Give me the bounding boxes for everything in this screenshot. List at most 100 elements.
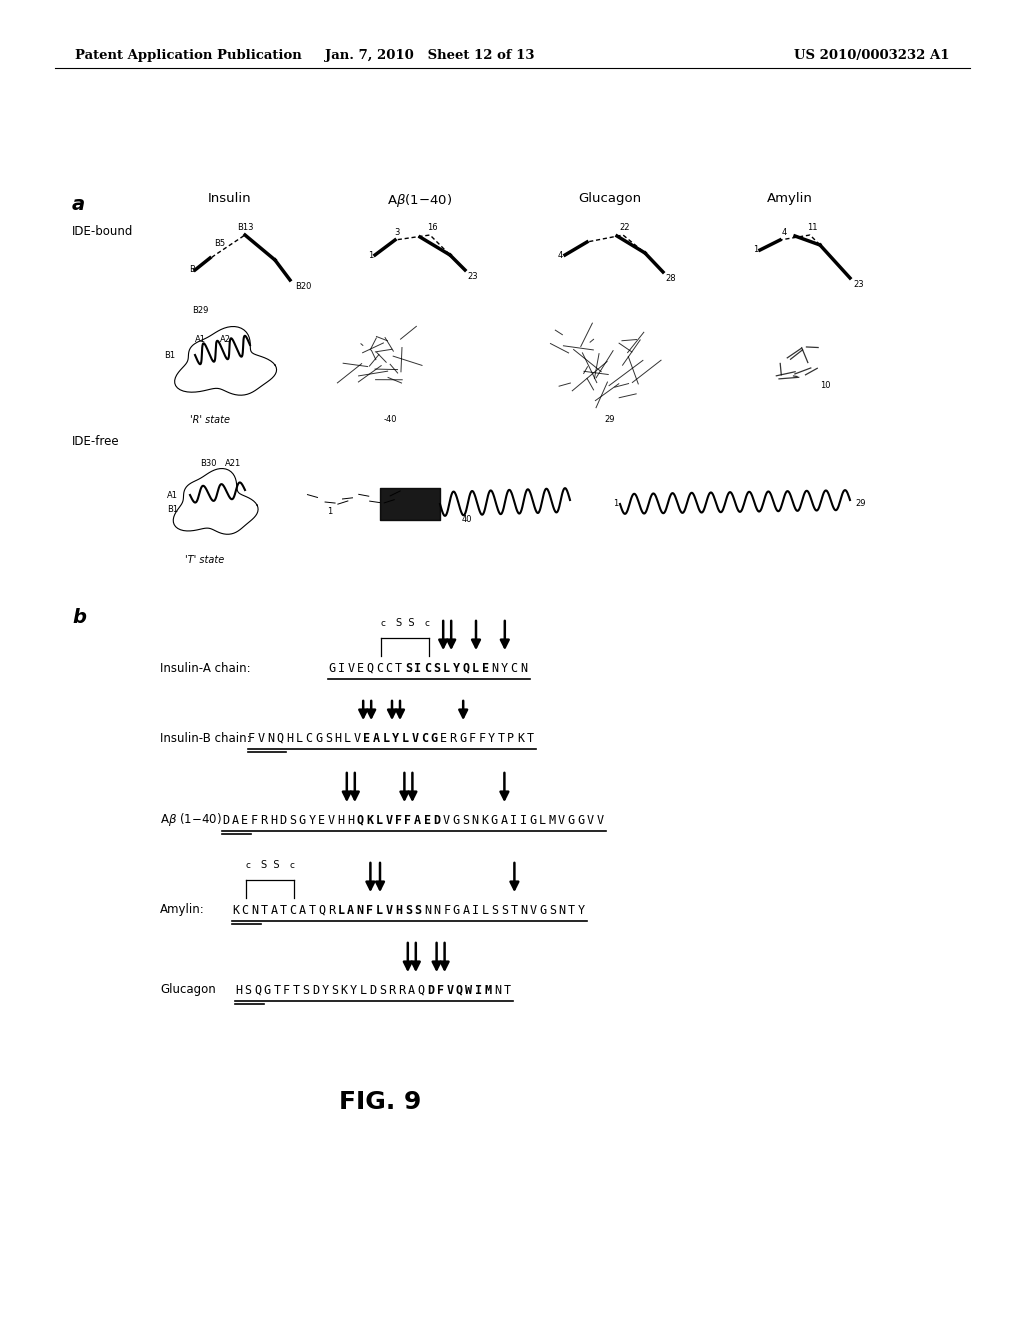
- Text: US 2010/0003232 A1: US 2010/0003232 A1: [795, 49, 950, 62]
- Text: W: W: [465, 983, 472, 997]
- Text: R: R: [260, 813, 267, 826]
- Text: IDE-free: IDE-free: [72, 436, 120, 447]
- Text: Y: Y: [578, 903, 585, 916]
- Text: I: I: [472, 903, 479, 916]
- Text: Y: Y: [350, 983, 357, 997]
- Text: A: A: [270, 903, 278, 916]
- Text: S: S: [245, 983, 252, 997]
- Text: C: C: [386, 661, 393, 675]
- Text: F: F: [251, 813, 258, 826]
- Text: T: T: [261, 903, 268, 916]
- Text: C: C: [424, 661, 431, 675]
- Text: V: V: [328, 813, 335, 826]
- Text: Jan. 7, 2010   Sheet 12 of 13: Jan. 7, 2010 Sheet 12 of 13: [326, 49, 535, 62]
- Text: V: V: [558, 813, 565, 826]
- Text: A: A: [373, 731, 380, 744]
- Text: 29: 29: [855, 499, 865, 508]
- Text: M: M: [484, 983, 492, 997]
- Text: S  S: S S: [261, 861, 280, 870]
- Text: c: c: [246, 861, 251, 870]
- Text: D: D: [370, 983, 377, 997]
- Text: K: K: [366, 813, 373, 826]
- Text: Y: Y: [308, 813, 315, 826]
- Text: 29: 29: [605, 414, 615, 424]
- Text: Insulin: Insulin: [208, 191, 252, 205]
- Text: T: T: [510, 903, 517, 916]
- Text: c: c: [290, 861, 295, 870]
- Text: 16: 16: [427, 223, 437, 232]
- Text: T: T: [504, 983, 511, 997]
- Text: T: T: [568, 903, 575, 916]
- Text: V: V: [353, 731, 360, 744]
- Text: L: L: [401, 731, 409, 744]
- Text: L: L: [472, 661, 479, 675]
- Text: c: c: [380, 619, 385, 628]
- Text: N: N: [267, 731, 274, 744]
- Text: H: H: [347, 813, 354, 826]
- Text: A$\beta$(1−40): A$\beta$(1−40): [387, 191, 453, 209]
- Text: S: S: [379, 983, 386, 997]
- Text: E: E: [318, 813, 326, 826]
- Text: C: C: [305, 731, 312, 744]
- Text: N: N: [520, 661, 527, 675]
- Text: T: T: [273, 983, 281, 997]
- Text: S: S: [404, 903, 412, 916]
- Text: Y: Y: [322, 983, 329, 997]
- Text: R: R: [328, 903, 335, 916]
- Text: B: B: [189, 265, 195, 275]
- Text: b: b: [72, 609, 86, 627]
- Text: A$\beta$ (1−40): A$\beta$ (1−40): [160, 812, 222, 829]
- Text: S: S: [331, 983, 338, 997]
- Text: D: D: [280, 813, 287, 826]
- Text: I: I: [338, 661, 345, 675]
- Text: A: A: [501, 813, 508, 826]
- Text: D: D: [433, 813, 440, 826]
- Text: Q: Q: [356, 813, 364, 826]
- Text: H: H: [287, 731, 294, 744]
- Text: I: I: [519, 813, 526, 826]
- Text: c: c: [424, 619, 429, 628]
- Text: K: K: [481, 813, 488, 826]
- Text: a: a: [72, 195, 85, 214]
- Text: N: N: [424, 903, 431, 916]
- Text: 1: 1: [368, 251, 373, 260]
- Text: V: V: [386, 903, 393, 916]
- Text: S: S: [415, 903, 422, 916]
- Text: IDE-bound: IDE-bound: [72, 224, 133, 238]
- Text: G: G: [529, 813, 537, 826]
- Text: 22: 22: [620, 223, 630, 232]
- Text: 23: 23: [853, 280, 863, 289]
- Text: S: S: [325, 731, 332, 744]
- Text: 4: 4: [781, 228, 786, 238]
- Text: Q: Q: [318, 903, 326, 916]
- Text: V: V: [446, 983, 454, 997]
- Text: R: R: [388, 983, 395, 997]
- Text: G: G: [430, 731, 437, 744]
- Text: N: N: [492, 661, 499, 675]
- Text: S: S: [549, 903, 556, 916]
- Text: K: K: [341, 983, 348, 997]
- Text: 'R' state: 'R' state: [190, 414, 230, 425]
- Text: Y: Y: [488, 731, 496, 744]
- Text: H: H: [395, 903, 402, 916]
- Text: L: L: [481, 903, 488, 916]
- Text: S: S: [433, 661, 440, 675]
- Text: -40: -40: [383, 414, 396, 424]
- Text: Patent Application Publication: Patent Application Publication: [75, 49, 302, 62]
- Text: K: K: [232, 903, 240, 916]
- Text: S: S: [492, 903, 499, 916]
- Text: S: S: [462, 813, 469, 826]
- Text: E: E: [424, 813, 431, 826]
- Text: T: T: [280, 903, 287, 916]
- Text: E: E: [242, 813, 249, 826]
- Text: N: N: [495, 983, 502, 997]
- Text: S  S: S S: [395, 618, 414, 628]
- Text: B20: B20: [295, 282, 311, 290]
- Text: F: F: [436, 983, 443, 997]
- Text: C: C: [290, 903, 297, 916]
- Text: H: H: [337, 813, 344, 826]
- Text: L: L: [376, 903, 383, 916]
- Text: H: H: [335, 731, 342, 744]
- Text: Q: Q: [463, 661, 470, 675]
- Text: I: I: [475, 983, 482, 997]
